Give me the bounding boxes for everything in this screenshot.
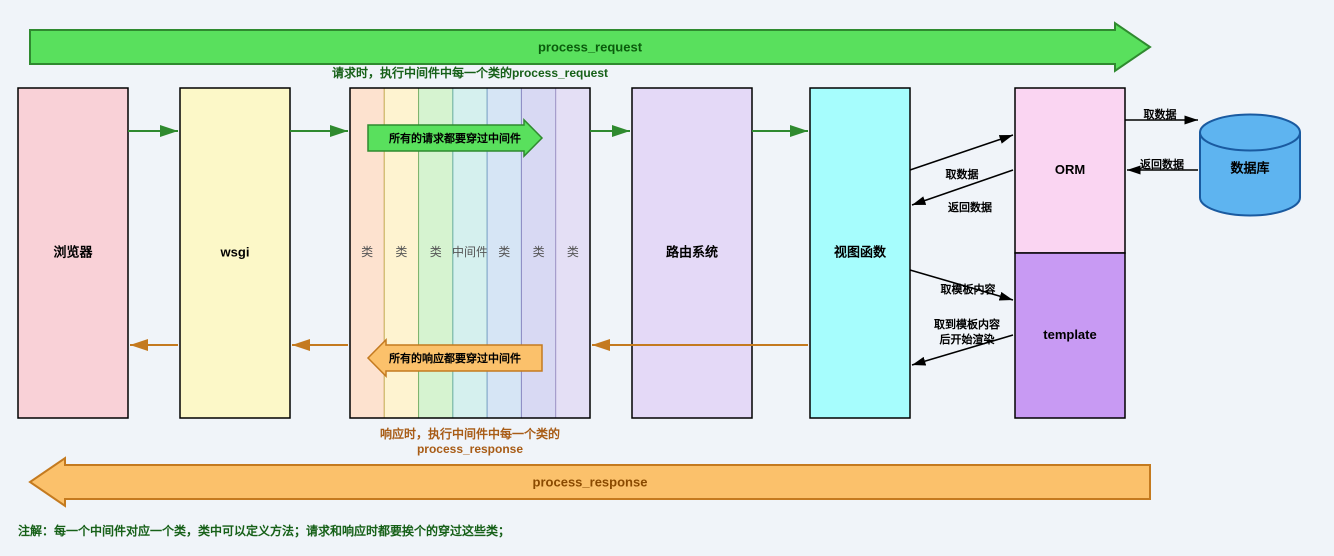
box-router: 路由系统 (632, 88, 752, 418)
svg-text:后开始渲染: 后开始渲染 (940, 332, 996, 346)
svg-text:取到模板内容: 取到模板内容 (934, 317, 1000, 331)
svg-text:取数据: 取数据 (946, 167, 979, 181)
svg-text:返回数据: 返回数据 (1140, 157, 1184, 171)
svg-text:类: 类 (395, 245, 407, 259)
svg-text:process_response: process_response (533, 474, 648, 489)
box-orm: ORM (1015, 88, 1125, 253)
svg-text:所有的请求都要穿过中间件: 所有的请求都要穿过中间件 (389, 131, 521, 145)
svg-text:template: template (1043, 327, 1096, 342)
svg-text:取模板内容: 取模板内容 (941, 282, 996, 296)
svg-text:浏览器: 浏览器 (53, 244, 93, 259)
arrow-req-through-mw: 所有的请求都要穿过中间件 (368, 120, 542, 156)
svg-text:中间件: 中间件 (452, 244, 488, 259)
svg-text:视图函数: 视图函数 (834, 244, 887, 259)
svg-text:取数据: 取数据 (1144, 107, 1177, 121)
box-wsgi: wsgi (180, 88, 290, 418)
svg-text:返回数据: 返回数据 (948, 200, 992, 214)
box-view: 视图函数 (810, 88, 910, 418)
footnote: 注解：每一个中间件对应一个类，类中可以定义方法；请求和响应时都要挨个的穿过这些类… (18, 523, 510, 538)
svg-text:类: 类 (361, 245, 373, 259)
svg-text:类: 类 (430, 245, 442, 259)
svg-text:所有的响应都要穿过中间件: 所有的响应都要穿过中间件 (389, 351, 521, 365)
box-browser: 浏览器 (18, 88, 128, 418)
box-database: 数据库 (1200, 115, 1300, 216)
svg-text:wsgi: wsgi (220, 244, 250, 259)
svg-text:类: 类 (498, 245, 510, 259)
box-template: template (1015, 253, 1125, 418)
svg-text:ORM: ORM (1055, 162, 1085, 177)
big-arrow-process-response: process_response (30, 458, 1150, 506)
svg-text:数据库: 数据库 (1230, 160, 1269, 175)
svg-text:路由系统: 路由系统 (666, 244, 718, 259)
svg-text:类: 类 (567, 245, 579, 259)
svg-text:请求时，执行中间件中每一个类的process_request: 请求时，执行中间件中每一个类的process_request (332, 65, 608, 80)
big-arrow-process-request: process_request (30, 23, 1150, 71)
arrow-resp-through-mw: 所有的响应都要穿过中间件 (368, 340, 542, 376)
svg-text:process_response: process_response (417, 442, 523, 456)
svg-text:类: 类 (533, 245, 545, 259)
svg-text:process_request: process_request (538, 39, 643, 54)
black-arrow-0 (910, 135, 1013, 170)
svg-text:响应时，执行中间件中每一个类的: 响应时，执行中间件中每一个类的 (380, 426, 560, 441)
